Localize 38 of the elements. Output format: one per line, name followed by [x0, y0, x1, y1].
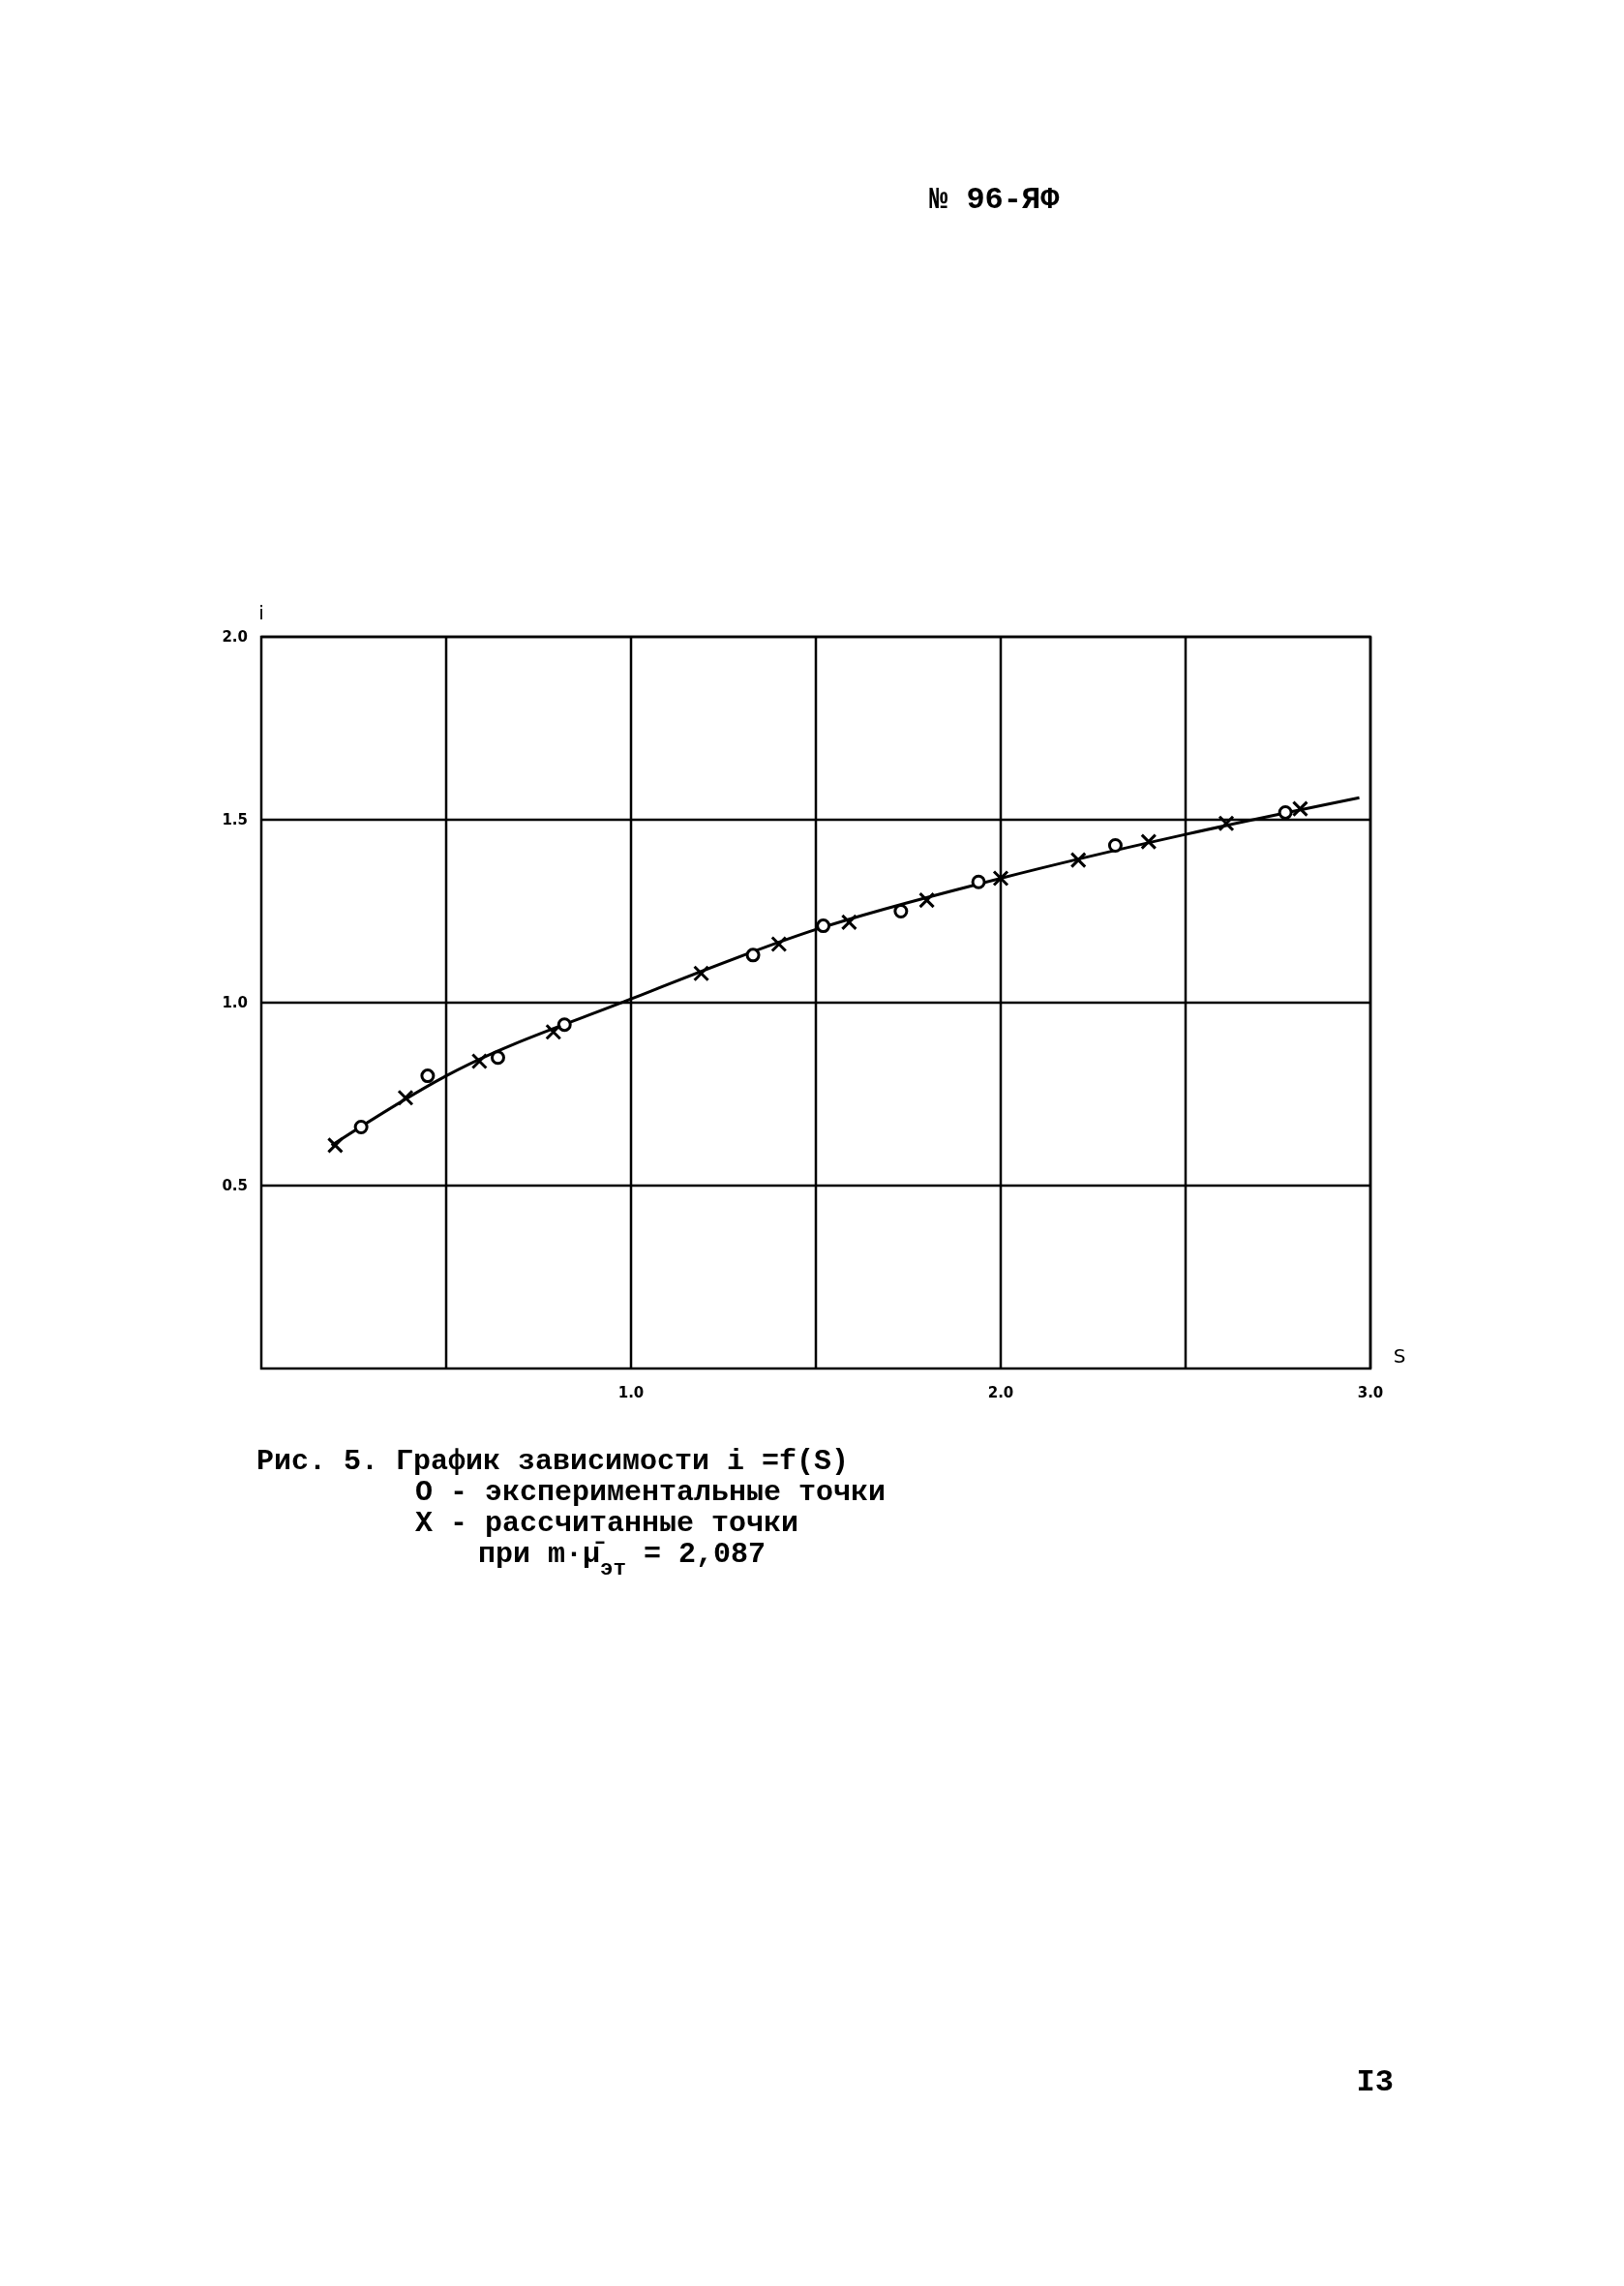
point — [693, 965, 710, 982]
point — [490, 1050, 505, 1066]
text: при m·μ̄$_{эт}$ = 2,087 — [478, 1538, 767, 1581]
point — [470, 1052, 488, 1069]
point — [353, 1120, 369, 1135]
point — [326, 1136, 344, 1154]
y-tick-label: 0.5 — [222, 1177, 248, 1194]
point — [971, 874, 986, 889]
point — [545, 1023, 562, 1040]
point — [992, 869, 1009, 887]
point — [420, 1068, 436, 1084]
point — [1140, 833, 1158, 851]
x-axis-title: S — [1393, 1344, 1406, 1368]
text: X - рассчитанные точки — [415, 1507, 799, 1540]
point — [893, 904, 909, 918]
point — [840, 914, 857, 931]
point — [770, 936, 788, 953]
x-tick-label: 3.0 — [1357, 1384, 1384, 1401]
text: I3 — [1356, 2064, 1394, 2100]
x-tick-label: 2.0 — [987, 1384, 1014, 1401]
point — [1069, 852, 1087, 869]
point — [816, 918, 831, 934]
text: O - экспериментальные точки — [415, 1476, 887, 1509]
text: № 96-ЯФ — [929, 182, 1061, 218]
y-tick-label: 1.0 — [222, 994, 248, 1011]
x-tick-label: 1.0 — [617, 1384, 645, 1401]
point — [1291, 800, 1308, 818]
y-tick-label: 1.5 — [222, 811, 248, 828]
point — [745, 947, 761, 963]
y-axis-title: i — [258, 601, 264, 624]
point — [918, 891, 936, 909]
point — [1278, 804, 1293, 820]
point — [397, 1089, 414, 1106]
y-tick-label: 2.0 — [222, 628, 248, 646]
point — [1107, 837, 1123, 853]
point — [556, 1017, 572, 1033]
point — [1218, 815, 1235, 832]
text: Рис. 5. График зависимости i =f(S) — [256, 1445, 850, 1478]
